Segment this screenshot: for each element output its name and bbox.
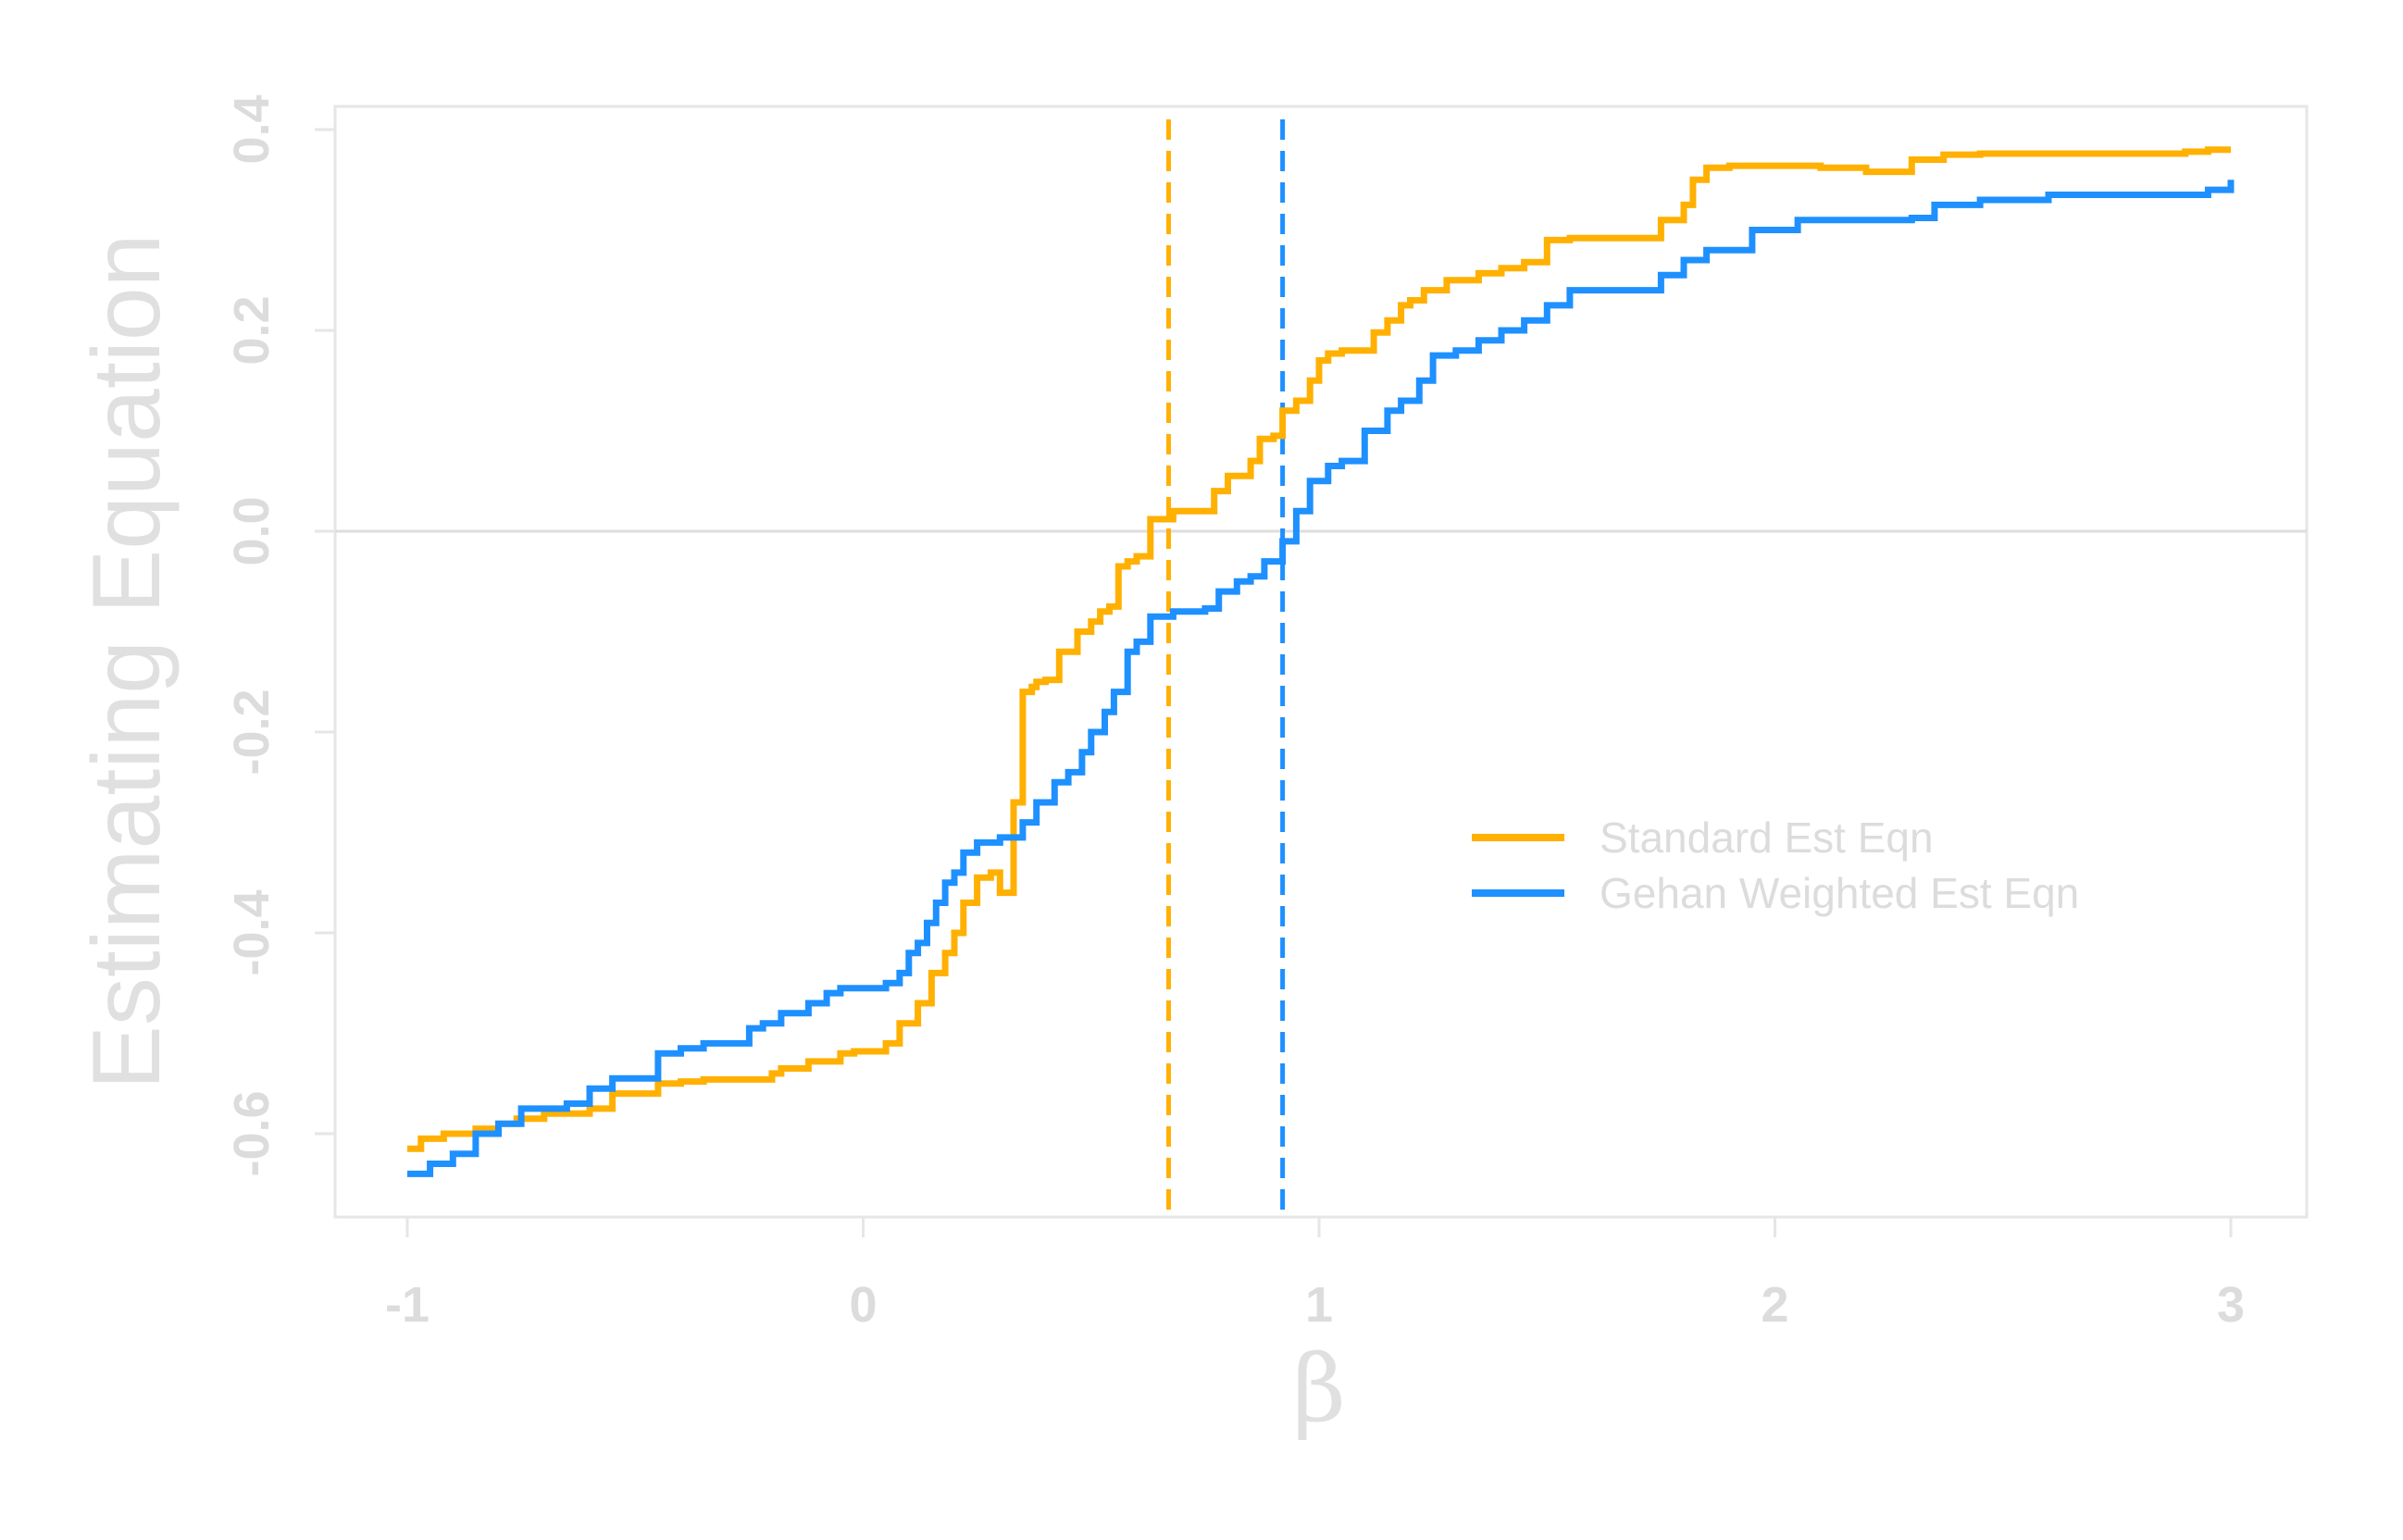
legend-label: Gehan Weighted Est Eqn <box>1600 869 2079 917</box>
y-tick-label: -0.4 <box>224 889 280 975</box>
x-tick-label: 1 <box>1305 1277 1333 1333</box>
x-tick-label: 0 <box>849 1277 877 1333</box>
x-tick-label: -1 <box>385 1277 430 1333</box>
series-group <box>407 146 2235 1177</box>
y-tick-label: -0.2 <box>224 689 280 775</box>
y-axis-title: Estimating Equation <box>73 234 181 1090</box>
plot-frame <box>333 105 2309 1219</box>
x-axis-ticks: -1 0 1 2 3 <box>385 1217 2245 1333</box>
y-tick-label: -0.6 <box>224 1090 280 1176</box>
series-line-gehan-weighted <box>407 180 2235 1177</box>
x-tick-label: 3 <box>2217 1277 2245 1333</box>
y-tick-label: 0.4 <box>224 94 280 164</box>
y-axis-ticks: -0.6 -0.4 -0.2 0.0 0.2 0.4 <box>224 94 335 1177</box>
series-line-standard <box>407 146 2231 1152</box>
x-axis-title: β <box>1292 1335 1346 1443</box>
legend: Standard Est Eqn Gehan Weighted Est Eqn <box>1472 813 2079 917</box>
x-tick-label: 2 <box>1761 1277 1788 1333</box>
y-tick-label: 0.2 <box>224 295 280 365</box>
y-tick-label: 0.0 <box>224 496 280 565</box>
estimate-vline-group <box>1165 119 1286 1217</box>
legend-label: Standard Est Eqn <box>1600 813 1934 862</box>
